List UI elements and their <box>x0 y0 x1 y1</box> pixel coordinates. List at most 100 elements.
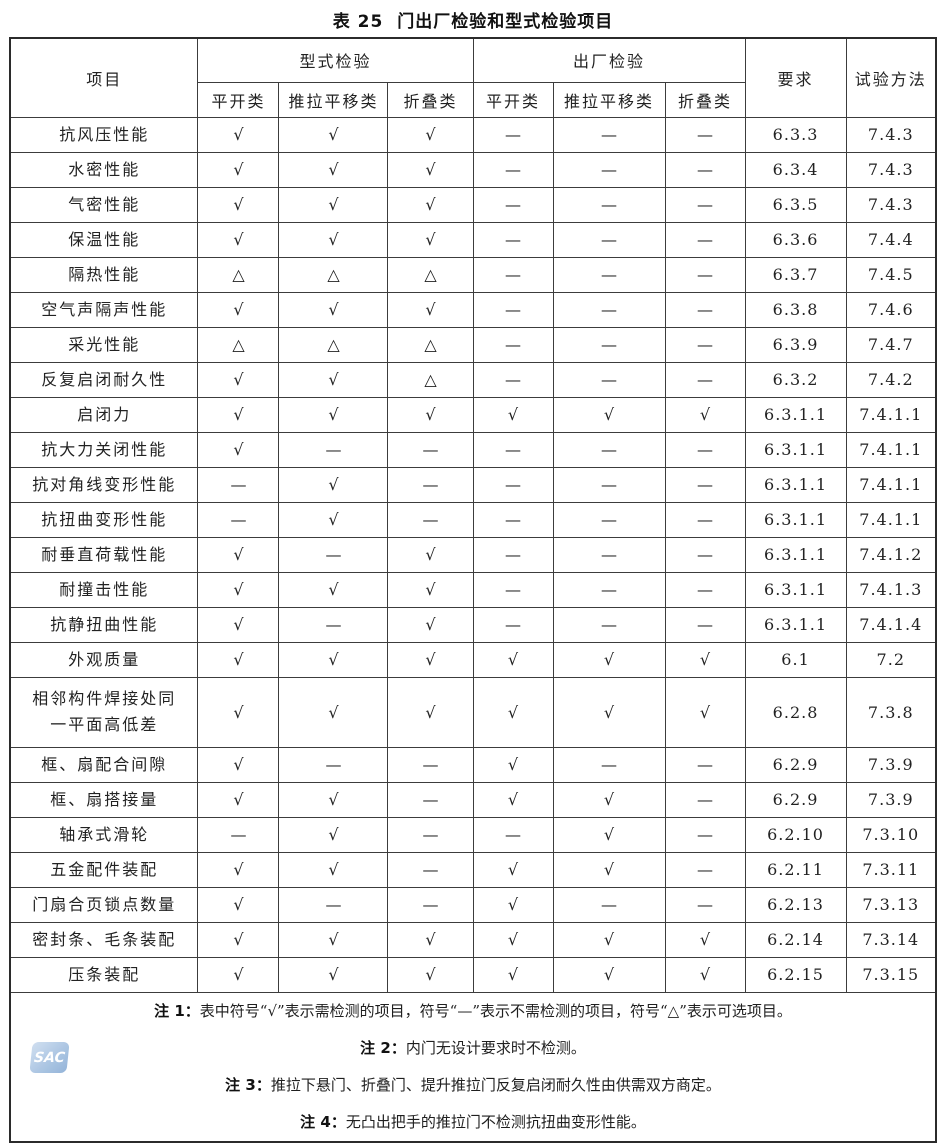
type-symbol-cell: √ <box>278 291 389 328</box>
type-symbol-cell: √ <box>387 116 474 153</box>
method-cell: 7.3.9 <box>845 746 937 783</box>
item-cell: 采光性能 <box>9 326 199 363</box>
table-row: 框、扇配合间隙 √ — — √ — —6.2.9 7.3.9 <box>9 746 937 783</box>
requirement-cell: 6.3.1.1 <box>744 396 847 433</box>
type-symbol-cell: √ <box>197 921 280 958</box>
method-cell: 7.4.2 <box>845 361 937 398</box>
type-symbol-cell: √ <box>278 781 389 818</box>
method-cell: 7.4.1.1 <box>845 431 937 468</box>
header-sub-folding-type: 折叠类 <box>387 81 474 118</box>
method-cell: 7.3.9 <box>845 781 937 818</box>
factory-symbol-cell: — <box>552 466 666 503</box>
item-cell: 抗大力关闭性能 <box>9 431 199 468</box>
factory-symbol-cell: √ <box>472 641 554 678</box>
type-symbol-cell: △ <box>387 361 474 398</box>
note-2-text: 内门无设计要求时不检测。 <box>405 1038 586 1057</box>
factory-symbol-cell: — <box>472 326 554 363</box>
type-symbol-cell: √ <box>197 431 280 468</box>
requirement-cell: 6.3.5 <box>744 186 847 223</box>
type-symbol-cell: √ <box>197 186 280 223</box>
factory-symbol-cell: — <box>472 466 554 503</box>
factory-symbol-cell: — <box>552 536 666 573</box>
item-cell: 耐垂直荷载性能 <box>9 536 199 573</box>
type-symbol-cell: △ <box>197 256 280 293</box>
note-4-text: 无凸出把手的推拉门不检测抗扭曲变形性能。 <box>345 1112 646 1131</box>
factory-symbol-cell: — <box>664 466 746 503</box>
header-requirement: 要求 <box>744 37 847 118</box>
table-row: 启闭力 √ √ √ √ √ √ 6.3.1.1 7.4.1.1 <box>9 396 937 433</box>
factory-symbol-cell: — <box>552 291 666 328</box>
method-cell: 7.4.7 <box>845 326 937 363</box>
type-symbol-cell: √ <box>387 536 474 573</box>
item-cell: 框、扇搭接量 <box>9 781 199 818</box>
requirement-cell: 6.3.8 <box>744 291 847 328</box>
type-symbol-cell: √ <box>278 221 389 258</box>
type-symbol-cell: △ <box>387 326 474 363</box>
type-symbol-cell: — <box>278 536 389 573</box>
header-sub-folding-factory: 折叠类 <box>664 81 746 118</box>
factory-symbol-cell: — <box>472 606 554 643</box>
item-cell: 抗风压性能 <box>9 116 199 153</box>
table-row: 抗扭曲变形性能 — √ — — — —6.3.1.1 7.4.1.1 <box>9 501 937 538</box>
requirement-cell: 6.3.1.1 <box>744 431 847 468</box>
requirement-cell: 6.2.8 <box>744 676 847 748</box>
type-symbol-cell: √ <box>278 956 389 993</box>
item-cell: 隔热性能 <box>9 256 199 293</box>
factory-symbol-cell: √ <box>472 886 554 923</box>
factory-symbol-cell: √ <box>552 921 666 958</box>
type-symbol-cell: √ <box>197 396 280 433</box>
type-symbol-cell: — <box>197 501 280 538</box>
factory-symbol-cell: √ <box>472 396 554 433</box>
item-cell: 启闭力 <box>9 396 199 433</box>
requirement-cell: 6.3.9 <box>744 326 847 363</box>
table-row: 保温性能 √ √ √ — — —6.3.6 7.4.4 <box>9 221 937 258</box>
factory-symbol-cell: — <box>472 501 554 538</box>
factory-symbol-cell: — <box>664 571 746 608</box>
note-2: 注 2：内门无设计要求时不检测。 <box>11 1030 935 1067</box>
type-symbol-cell: √ <box>278 501 389 538</box>
requirement-cell: 6.3.1.1 <box>744 536 847 573</box>
table-header: 项目 型式检验 出厂检验 要求 试验方法 平开类 推拉平移类 折叠类 平开类 推… <box>9 37 937 118</box>
method-cell: 7.4.1.1 <box>845 466 937 503</box>
factory-symbol-cell: — <box>472 431 554 468</box>
factory-symbol-cell: — <box>664 606 746 643</box>
type-symbol-cell: √ <box>387 571 474 608</box>
requirement-cell: 6.2.9 <box>744 746 847 783</box>
factory-symbol-cell: — <box>472 361 554 398</box>
factory-symbol-cell: √ <box>472 956 554 993</box>
factory-symbol-cell: — <box>552 186 666 223</box>
item-cell: 外观质量 <box>9 641 199 678</box>
type-symbol-cell: — <box>387 501 474 538</box>
factory-symbol-cell: √ <box>664 641 746 678</box>
type-symbol-cell: — <box>387 886 474 923</box>
factory-symbol-cell: √ <box>552 816 666 853</box>
inspection-table: 项目 型式检验 出厂检验 要求 试验方法 平开类 推拉平移类 折叠类 平开类 推… <box>8 37 938 1143</box>
factory-symbol-cell: — <box>552 431 666 468</box>
method-cell: 7.3.8 <box>845 676 937 748</box>
method-cell: 7.3.13 <box>845 886 937 923</box>
factory-symbol-cell: — <box>552 606 666 643</box>
method-cell: 7.4.1.1 <box>845 501 937 538</box>
header-test-method: 试验方法 <box>845 37 937 118</box>
factory-symbol-cell: — <box>664 851 746 888</box>
table-row: 抗对角线变形性能 — √ — — — —6.3.1.1 7.4.1.1 <box>9 466 937 503</box>
type-symbol-cell: √ <box>387 151 474 188</box>
type-symbol-cell: √ <box>278 186 389 223</box>
factory-symbol-cell: — <box>664 116 746 153</box>
item-cell: 反复启闭耐久性 <box>9 361 199 398</box>
table-body: 抗风压性能 √ √ √ — — —6.3.3 7.4.3 水密性能 √ √ √ — — —6.3.4 7.4.… <box>9 116 937 993</box>
type-symbol-cell: — <box>387 466 474 503</box>
factory-symbol-cell: — <box>472 571 554 608</box>
type-symbol-cell: √ <box>197 291 280 328</box>
note-3-label: 注 3： <box>225 1075 271 1094</box>
notes-section: 注 1：表中符号“√”表示需检测的项目，符号“—”表示不需检测的项目，符号“△”… <box>9 991 937 1142</box>
type-symbol-cell: △ <box>197 326 280 363</box>
requirement-cell: 6.3.1.1 <box>744 501 847 538</box>
method-cell: 7.2 <box>845 641 937 678</box>
type-symbol-cell: √ <box>197 361 280 398</box>
type-symbol-cell: √ <box>278 116 389 153</box>
header-type-inspection: 型式检验 <box>197 37 474 83</box>
requirement-cell: 6.2.14 <box>744 921 847 958</box>
type-symbol-cell: — <box>278 746 389 783</box>
type-symbol-cell: √ <box>197 956 280 993</box>
